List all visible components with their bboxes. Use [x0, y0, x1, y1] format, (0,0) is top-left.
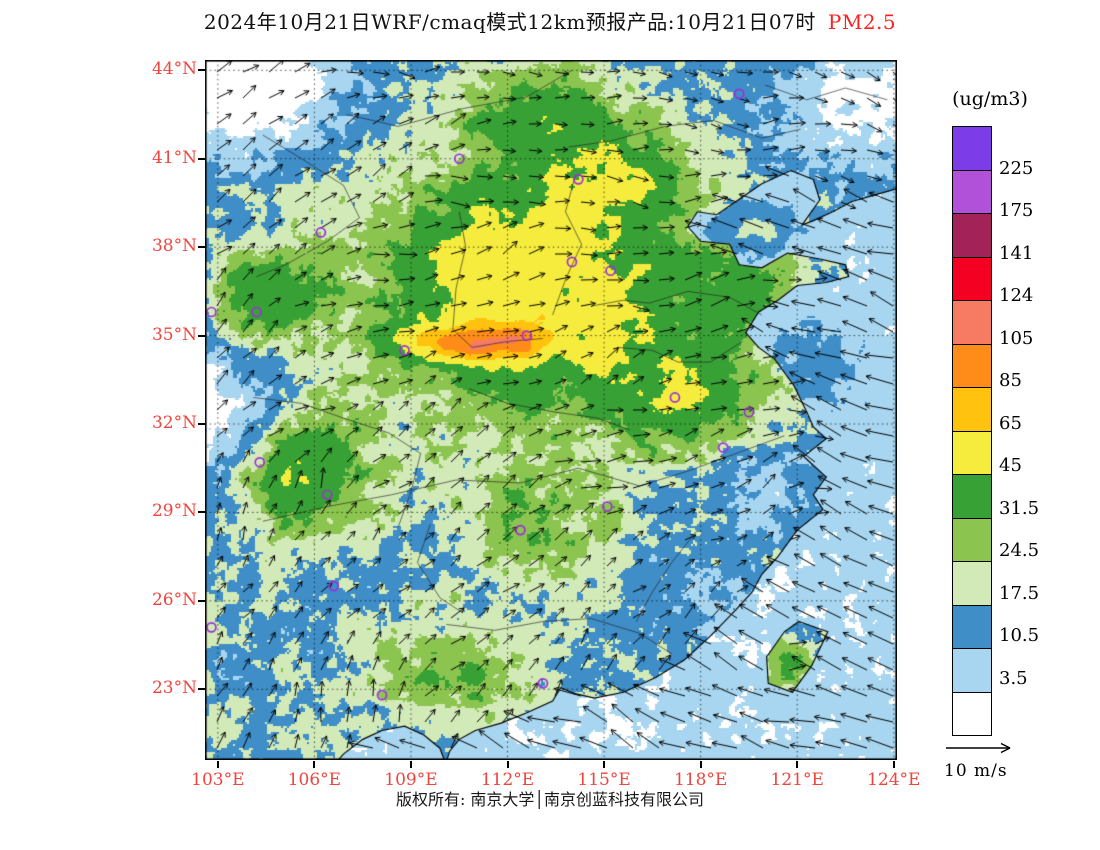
- lon-axis-tick: [506, 761, 509, 768]
- wind-reference-arrow: [946, 742, 1011, 754]
- lat-axis-tick: [198, 157, 205, 160]
- lon-axis-tick: [892, 761, 895, 768]
- lon-axis-tick: [313, 761, 316, 768]
- colorbar: [952, 126, 992, 736]
- lat-tick-label: 29°N: [151, 501, 197, 522]
- wind-reference-label: 10 m/s: [944, 761, 1008, 781]
- colorbar-unit-label: (ug/m3): [952, 88, 1028, 110]
- lon-axis-tick: [409, 761, 412, 768]
- colorbar-tick-label: 141: [999, 242, 1034, 264]
- colorbar-segment: [953, 648, 991, 692]
- lat-tick-label: 35°N: [151, 324, 197, 345]
- lat-axis-tick: [198, 69, 205, 72]
- page-title: 2024年10月21日WRF/cmaq模式12km预报产品:10月21日07时 P…: [0, 6, 1100, 35]
- lon-axis-tick: [796, 761, 799, 768]
- colorbar-tick-label: 85: [999, 370, 1022, 391]
- wind-reference: 10 m/s: [944, 740, 1034, 781]
- pm25-label: PM2.5: [827, 10, 897, 34]
- colorbar-tick-label: 17.5: [999, 582, 1040, 604]
- lon-tick-label: 118°E: [673, 770, 728, 790]
- lat-tick-label: 26°N: [151, 589, 197, 610]
- colorbar-segment: [953, 430, 991, 474]
- lat-tick-label: 44°N: [151, 59, 197, 80]
- colorbar-segment: [953, 604, 991, 648]
- lat-axis-tick: [198, 599, 205, 602]
- colorbar-tick-label: 105: [999, 327, 1034, 349]
- colorbar-segment: [953, 343, 991, 387]
- lat-tick-label: 32°N: [151, 413, 197, 433]
- colorbar-segment: [953, 517, 991, 561]
- colorbar-segment: [953, 387, 991, 431]
- lat-axis-tick: [198, 334, 205, 337]
- lat-axis-tick: [198, 246, 205, 249]
- colorbar-tick-label: 3.5: [999, 667, 1028, 689]
- lon-axis-tick: [603, 761, 606, 768]
- colorbar-tick-label: 65: [999, 412, 1022, 434]
- colorbar-segment: [953, 691, 991, 735]
- colorbar-tick-label: 175: [999, 200, 1034, 221]
- lat-axis-tick: [198, 511, 205, 514]
- lat-tick-label: 41°N: [151, 147, 197, 168]
- pm25-map-canvas: [205, 60, 897, 760]
- lon-axis-tick: [216, 761, 219, 768]
- lon-axis-tick: [699, 761, 702, 768]
- lon-tick-label: 109°E: [384, 770, 438, 790]
- lon-tick-label: 124°E: [867, 770, 921, 790]
- colorbar-tick-label: 31.5: [999, 497, 1040, 519]
- colorbar-segment: [953, 300, 991, 344]
- lon-tick-label: 115°E: [577, 770, 631, 790]
- title-main: 2024年10月21日WRF/cmaq模式12km预报产品:10月21日07时: [203, 10, 816, 34]
- colorbar-segment: [953, 213, 991, 257]
- colorbar-segment: [953, 169, 991, 213]
- lon-tick-label: 106°E: [287, 770, 342, 790]
- lon-tick-label: 112°E: [480, 770, 535, 790]
- colorbar-tick-label: 225: [999, 157, 1034, 179]
- colorbar-segment: [953, 474, 991, 518]
- lon-tick-label: 103°E: [191, 770, 245, 790]
- lat-axis-tick: [198, 688, 205, 691]
- colorbar-segment: [953, 127, 991, 170]
- lat-tick-label: 23°N: [151, 678, 197, 699]
- lat-axis-tick: [198, 423, 205, 425]
- colorbar-segment: [953, 256, 991, 300]
- colorbar-tick-label: 24.5: [999, 540, 1040, 561]
- lat-tick-label: 38°N: [151, 236, 197, 257]
- lon-tick-label: 121°E: [770, 770, 824, 790]
- colorbar-segment: [953, 561, 991, 605]
- colorbar-tick-label: 45: [999, 455, 1022, 476]
- footer-credit: 版权所有: 南京大学│南京创蓝科技有限公司: [395, 790, 705, 809]
- colorbar-tick-label: 124: [999, 285, 1034, 306]
- colorbar-tick-label: 10.5: [999, 625, 1040, 646]
